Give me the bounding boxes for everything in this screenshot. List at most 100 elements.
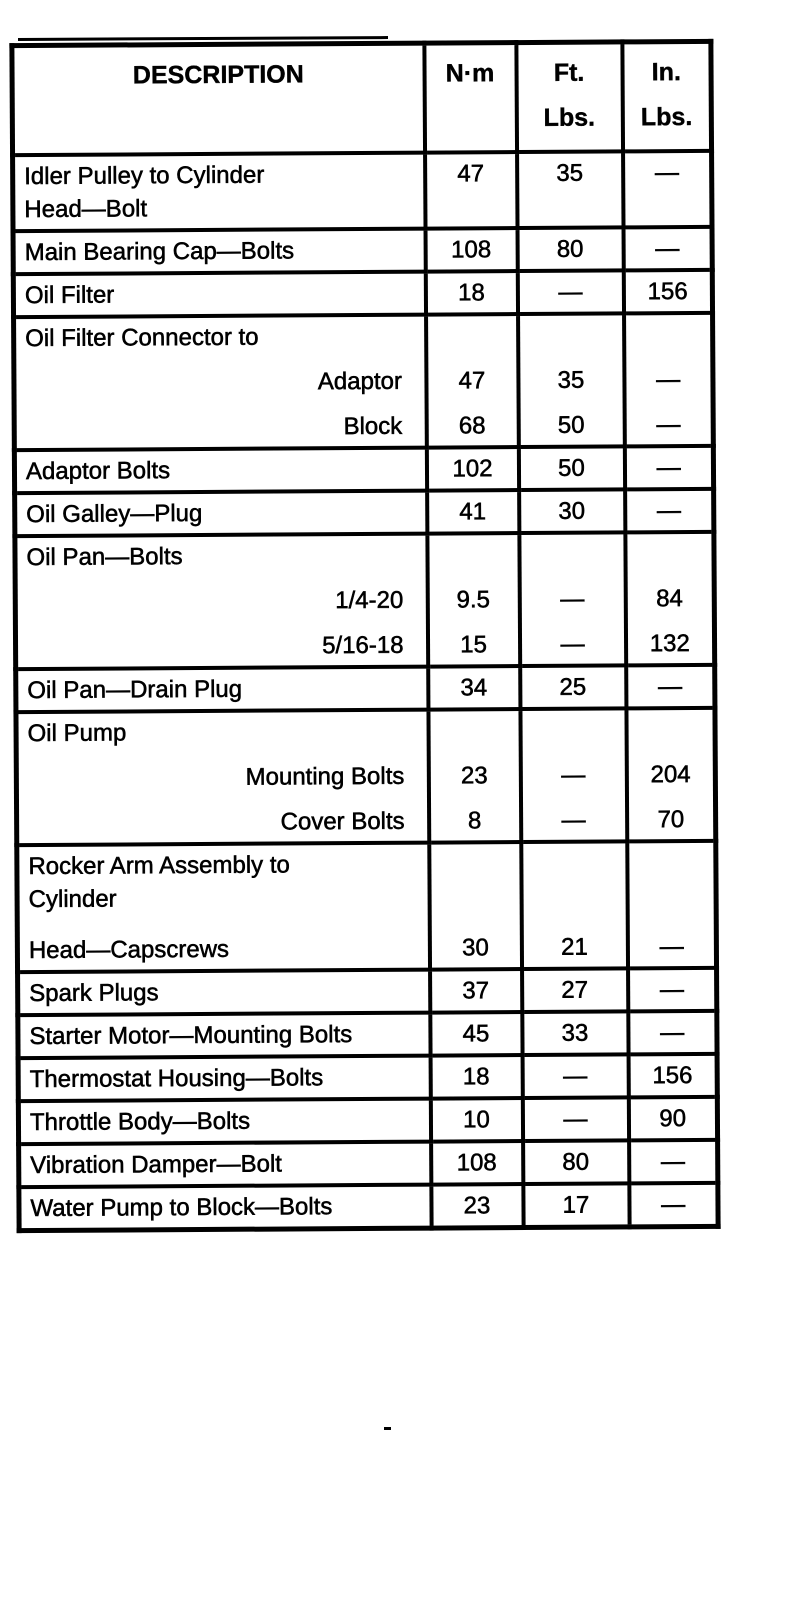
ft-value [521, 537, 623, 571]
row-label: Throttle Body—Bolts [29, 1107, 251, 1137]
ft-cell: — [522, 1054, 629, 1099]
nm-value [429, 538, 517, 572]
row-label: Rocker Arm Assembly to [28, 851, 290, 881]
header-row: DESCRIPTION N·m Ft. Lbs. In. Lbs. [11, 41, 712, 156]
in-cell: — — [623, 312, 714, 447]
table-row: Throttle Body—Bolts 10 — 90 [18, 1096, 718, 1145]
ft-value: 80 [556, 235, 584, 263]
in-value: — [656, 366, 681, 394]
in-cell: — [628, 1139, 718, 1184]
ft-value [520, 318, 622, 352]
ft-cell: 50 [518, 446, 625, 491]
row-label: Spark Plugs [29, 979, 159, 1008]
ft-value [523, 879, 625, 913]
row-sublabel: Adaptor [317, 367, 403, 396]
nm-value: 23 [460, 762, 488, 790]
column-header-description: DESCRIPTION [11, 43, 425, 156]
description-cell: Oil Filter Connector to Adaptor Block [13, 314, 427, 451]
column-header-nm: N·m [423, 42, 517, 153]
column-header-in-lbs: In. Lbs. [621, 41, 712, 152]
row-sublabel: Block [343, 412, 403, 441]
ft-value: — [563, 1105, 588, 1133]
nm-value: 47 [458, 367, 486, 395]
stray-mark [384, 1427, 391, 1430]
in-value [626, 318, 711, 352]
description-cell: Oil Filter [13, 271, 426, 318]
nm-value: 34 [460, 674, 488, 702]
nm-cell: 102 [426, 447, 519, 491]
in-value: 204 [650, 761, 691, 789]
row-label: Adaptor Bolts [25, 457, 171, 486]
row-sublabel: Cover Bolts [280, 807, 405, 836]
description-cell: Vibration Damper—Bolt [18, 1141, 431, 1188]
nm-cell: 108 [425, 228, 518, 272]
ft-value [523, 912, 625, 931]
ft-value: — [560, 585, 585, 613]
ft-cell: 17 [522, 1183, 630, 1228]
column-header-nm-label: N·m [445, 59, 495, 88]
in-cell: — [624, 445, 714, 490]
in-cell: 204 70 [625, 707, 716, 842]
table-row: Rocker Arm Assembly to Cylinder Head—Capsc… [16, 840, 717, 973]
in-value [625, 189, 710, 223]
description-cell: Oil Pump Mounting Bolts Cover Bolts [15, 709, 429, 846]
nm-cell: 23 [430, 1184, 524, 1229]
row-sublabel: 5/16-18 [322, 631, 404, 660]
ft-value [523, 846, 625, 880]
in-value [628, 713, 713, 747]
torque-spec-table: DESCRIPTION N·m Ft. Lbs. In. Lbs. Idler … [9, 38, 721, 1234]
table-row: Vibration Damper—Bolt 108 80 — [18, 1139, 718, 1188]
ft-value: — [561, 761, 586, 789]
row-label: Vibration Damper—Bolt [30, 1150, 282, 1180]
ft-cell: 80 [517, 227, 624, 272]
in-cell: — [624, 488, 714, 533]
in-value: — [656, 411, 681, 439]
in-value: — [659, 933, 684, 961]
nm-cell: 18 [430, 1055, 523, 1099]
ft-cell: 33 [521, 1011, 629, 1056]
description-cell: Idler Pulley to Cylinder Head—Bolt [12, 152, 426, 232]
in-value: — [660, 1148, 686, 1176]
nm-cell: 47 [424, 152, 518, 229]
column-header-ft-lbs: Ft. Lbs. [515, 41, 623, 153]
nm-cell: 34 [427, 666, 520, 710]
in-value: — [660, 1019, 685, 1047]
ft-value: — [560, 630, 585, 658]
ft-value: 33 [561, 1019, 589, 1047]
nm-cell: 47 68 [425, 314, 519, 448]
row-label: Head—Bolt [24, 195, 148, 224]
column-header-description-sub [15, 97, 423, 144]
nm-cell: 45 [429, 1012, 523, 1056]
nm-value: 37 [462, 977, 490, 1005]
description-cell: Rocker Arm Assembly to Cylinder Head—Capsc… [16, 842, 430, 973]
nm-cell: 18 [425, 271, 518, 315]
row-label: Oil Galley—Plug [26, 499, 203, 529]
row-label: Cylinder [28, 885, 117, 914]
row-label: Oil Pump [27, 719, 127, 748]
table-row: Starter Motor—Mounting Bolts 45 33 — [17, 1010, 718, 1059]
column-header-ft-sub: Lbs. [543, 103, 596, 132]
ft-value: — [558, 278, 583, 306]
table-row: Water Pump to Block—Bolts 23 17 — [18, 1182, 719, 1231]
column-header-in-label: In. [651, 58, 681, 87]
row-label: Head—Capscrews [28, 935, 230, 965]
nm-cell: 9.5 15 [426, 533, 520, 667]
ft-cell: 35 50 [517, 313, 625, 448]
in-value: — [656, 497, 682, 525]
table-header: DESCRIPTION N·m Ft. Lbs. In. Lbs. [11, 41, 712, 156]
in-value [627, 537, 712, 571]
description-cell: Oil Pan—Drain Plug [15, 666, 428, 713]
ft-cell: 30 [518, 489, 625, 534]
nm-value: 8 [467, 807, 482, 835]
in-value: — [659, 976, 685, 1004]
nm-value: 41 [459, 498, 487, 526]
in-value: — [657, 673, 683, 701]
nm-value: 18 [462, 1063, 490, 1091]
nm-value [428, 319, 516, 353]
ft-value [522, 713, 624, 747]
table-row: Oil Pan—Drain Plug 34 25 — [15, 664, 715, 713]
nm-value: 18 [457, 279, 485, 307]
ft-value: 80 [562, 1148, 590, 1176]
in-cell: 84 132 [624, 531, 715, 666]
